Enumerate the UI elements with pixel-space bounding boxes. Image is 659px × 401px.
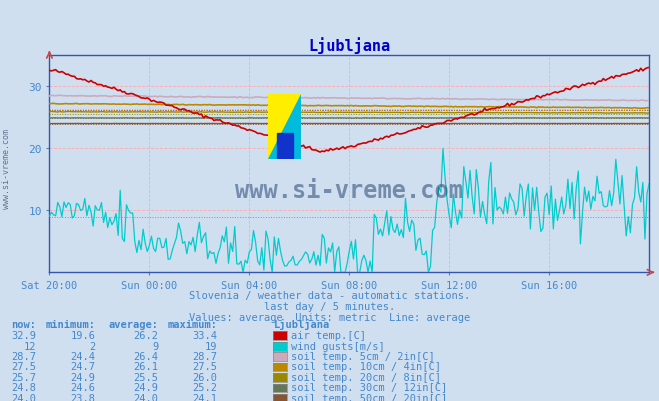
Text: 24.0: 24.0 (11, 393, 36, 401)
Text: Values: average  Units: metric  Line: average: Values: average Units: metric Line: aver… (189, 312, 470, 322)
Text: soil temp. 20cm / 8in[C]: soil temp. 20cm / 8in[C] (291, 372, 442, 382)
Text: Ljubljana: Ljubljana (273, 318, 330, 329)
Text: soil temp. 50cm / 20in[C]: soil temp. 50cm / 20in[C] (291, 393, 447, 401)
Text: 24.1: 24.1 (192, 393, 217, 401)
Text: 28.7: 28.7 (11, 351, 36, 361)
Text: maximum:: maximum: (167, 319, 217, 329)
Text: soil temp. 30cm / 12in[C]: soil temp. 30cm / 12in[C] (291, 383, 447, 393)
Text: 25.2: 25.2 (192, 383, 217, 393)
Text: 25.5: 25.5 (133, 372, 158, 382)
Text: 19.6: 19.6 (71, 330, 96, 340)
Polygon shape (268, 95, 301, 160)
Text: 26.1: 26.1 (133, 362, 158, 372)
Polygon shape (268, 95, 301, 160)
Text: soil temp. 10cm / 4in[C]: soil temp. 10cm / 4in[C] (291, 362, 442, 372)
Text: last day / 5 minutes.: last day / 5 minutes. (264, 302, 395, 312)
Polygon shape (268, 95, 301, 160)
Text: 24.9: 24.9 (71, 372, 96, 382)
Text: www.si-vreme.com: www.si-vreme.com (235, 178, 463, 203)
Text: 32.9: 32.9 (11, 330, 36, 340)
Text: 9: 9 (152, 341, 158, 351)
Text: 26.2: 26.2 (133, 330, 158, 340)
Text: 27.5: 27.5 (192, 362, 217, 372)
Text: 24.6: 24.6 (71, 383, 96, 393)
Text: 28.7: 28.7 (192, 351, 217, 361)
Text: 24.0: 24.0 (133, 393, 158, 401)
Text: 25.7: 25.7 (11, 372, 36, 382)
Text: 19: 19 (205, 341, 217, 351)
Text: 24.4: 24.4 (71, 351, 96, 361)
Text: average:: average: (108, 319, 158, 329)
Text: 24.9: 24.9 (133, 383, 158, 393)
Text: 24.7: 24.7 (71, 362, 96, 372)
Title: Ljubljana: Ljubljana (308, 37, 390, 54)
Text: 27.5: 27.5 (11, 362, 36, 372)
Text: 23.8: 23.8 (71, 393, 96, 401)
Text: www.si-vreme.com: www.si-vreme.com (2, 128, 11, 209)
Text: Slovenia / weather data - automatic stations.: Slovenia / weather data - automatic stat… (189, 291, 470, 301)
Text: 26.4: 26.4 (133, 351, 158, 361)
Text: air temp.[C]: air temp.[C] (291, 330, 366, 340)
Text: 26.0: 26.0 (192, 372, 217, 382)
Text: 33.4: 33.4 (192, 330, 217, 340)
Text: now:: now: (11, 319, 36, 329)
Polygon shape (268, 95, 301, 160)
Bar (277, 134, 293, 160)
Text: 24.8: 24.8 (11, 383, 36, 393)
Text: minimum:: minimum: (45, 319, 96, 329)
Text: wind gusts[m/s]: wind gusts[m/s] (291, 341, 385, 351)
Text: 2: 2 (90, 341, 96, 351)
Text: soil temp. 5cm / 2in[C]: soil temp. 5cm / 2in[C] (291, 351, 435, 361)
Text: 12: 12 (24, 341, 36, 351)
